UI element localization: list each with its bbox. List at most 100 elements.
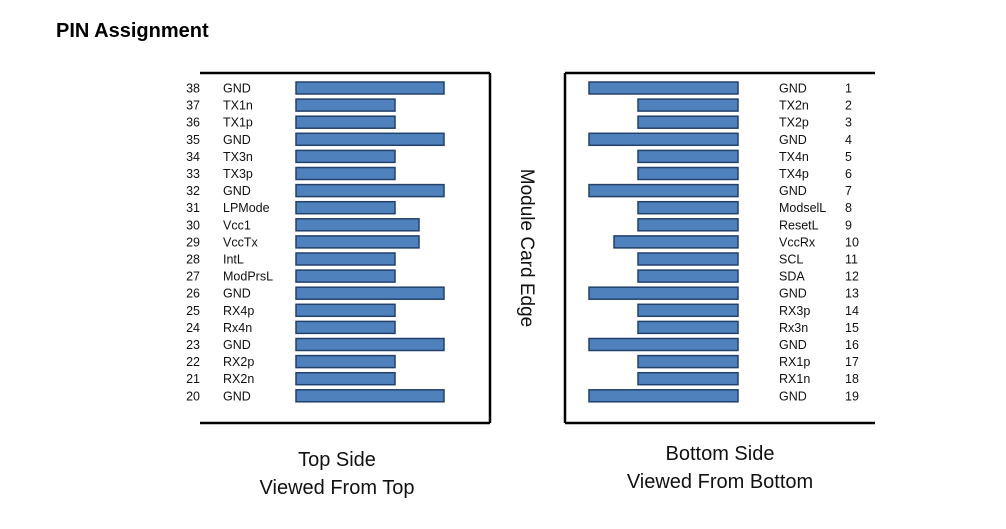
pin-number: 34 [186,150,200,164]
pin-name: ModPrsL [223,270,273,284]
pin-name: TX1p [223,116,253,130]
pin-number: 3 [845,116,852,130]
pin-pad [637,320,739,335]
pin-name: TX4n [779,150,809,164]
pin-name: TX1n [223,99,253,113]
pin-name: GND [223,133,251,147]
pin-number: 28 [186,253,200,267]
pin-name: GND [223,389,251,403]
pin-name: IntL [223,253,244,267]
pin-number: 15 [845,321,859,335]
top-side-pins: 38 GND 37 TX1n 36 TX1p 35 GND 34 TX3n 33 TX3p 32 GND 3… [186,81,445,403]
pin-number: 35 [186,133,200,147]
pin-pad [637,218,739,232]
pin-number: 11 [845,253,858,267]
pin-number: 13 [845,287,859,301]
pin-name: GND [779,338,807,352]
pin-pad [295,269,396,283]
pin-name: Rx3n [779,321,808,335]
pin-pad [295,371,396,386]
pin-number: 7 [845,184,852,198]
pin-name: GND [779,82,807,96]
pin-name: TX3p [223,167,253,181]
pin-name: RX2n [223,372,254,386]
pin-pad [295,286,445,300]
pin-pad [295,235,420,249]
pin-number: 33 [186,167,200,181]
pin-name: TX2n [779,99,809,113]
pin-pad [588,81,739,95]
pin-number: 4 [845,133,852,147]
pin-pad [637,303,739,318]
pin-name: SDA [779,270,805,284]
pin-pad [588,389,739,403]
pin-pad [637,371,739,386]
pin-number: 14 [845,304,859,318]
pin-number: 16 [845,338,859,352]
pin-name: GND [779,287,807,301]
pin-number: 17 [845,355,859,369]
pin-name: GND [779,389,807,403]
pin-name: TX2p [779,116,809,130]
pin-name: Vcc1 [223,218,251,232]
pin-pad [295,166,396,181]
pin-pad [588,286,739,300]
pin-name: LPMode [223,201,270,215]
pin-number: 5 [845,150,852,164]
pin-pad [588,132,739,147]
pin-name: GND [223,338,251,352]
pin-pad [295,252,396,266]
pin-pad [295,337,445,352]
top-side-frame [200,71,492,425]
pin-pad [588,337,739,352]
pin-pad [613,235,739,249]
pin-name: RX4p [223,304,254,318]
pin-number: 21 [186,372,200,386]
pin-pad [637,149,739,164]
pin-name: TX3n [223,150,253,164]
pin-pad [295,200,396,215]
pin-name: SCL [779,253,803,267]
top-side-caption-line1: Top Side [298,449,376,471]
pin-pad [295,320,396,335]
pin-pad [295,354,396,369]
pin-pad [637,200,739,215]
pin-number: 18 [845,372,859,386]
pin-name: GND [223,287,251,301]
pin-pad [295,303,396,318]
pin-number: 6 [845,167,852,181]
pin-pad [295,183,445,198]
pin-name: VccRx [779,235,816,249]
pin-name: GND [779,184,807,198]
pin-number: 10 [845,235,859,249]
pin-number: 20 [186,389,200,403]
pin-name: ModselL [779,201,826,215]
pin-number: 38 [186,82,200,96]
pin-number: 12 [845,270,859,284]
module-card-edge-label: Module Card Edge [516,169,537,327]
pin-pad [295,81,445,95]
pin-pad [295,98,396,112]
pin-pad [637,354,739,369]
pin-name: RX1p [779,355,810,369]
pin-number: 19 [845,389,859,403]
pin-name: RX2p [223,355,254,369]
pin-name: GND [223,184,251,198]
top-side-caption-line2: Viewed From Top [260,477,415,499]
pin-number: 26 [186,287,200,301]
pin-name: GND [223,82,251,96]
pin-number: 31 [186,201,200,215]
pin-number: 36 [186,116,200,130]
pin-number: 23 [186,338,200,352]
pin-number: 8 [845,201,852,215]
pin-number: 30 [186,218,200,232]
pin-number: 2 [845,99,852,113]
pin-pad [637,252,739,266]
pin-pad [295,149,396,164]
pin-pad [295,132,445,147]
pin-number: 22 [186,355,200,369]
pin-number: 29 [186,235,200,249]
pin-name: TX4p [779,167,809,181]
bottom-side-frame [563,71,875,425]
